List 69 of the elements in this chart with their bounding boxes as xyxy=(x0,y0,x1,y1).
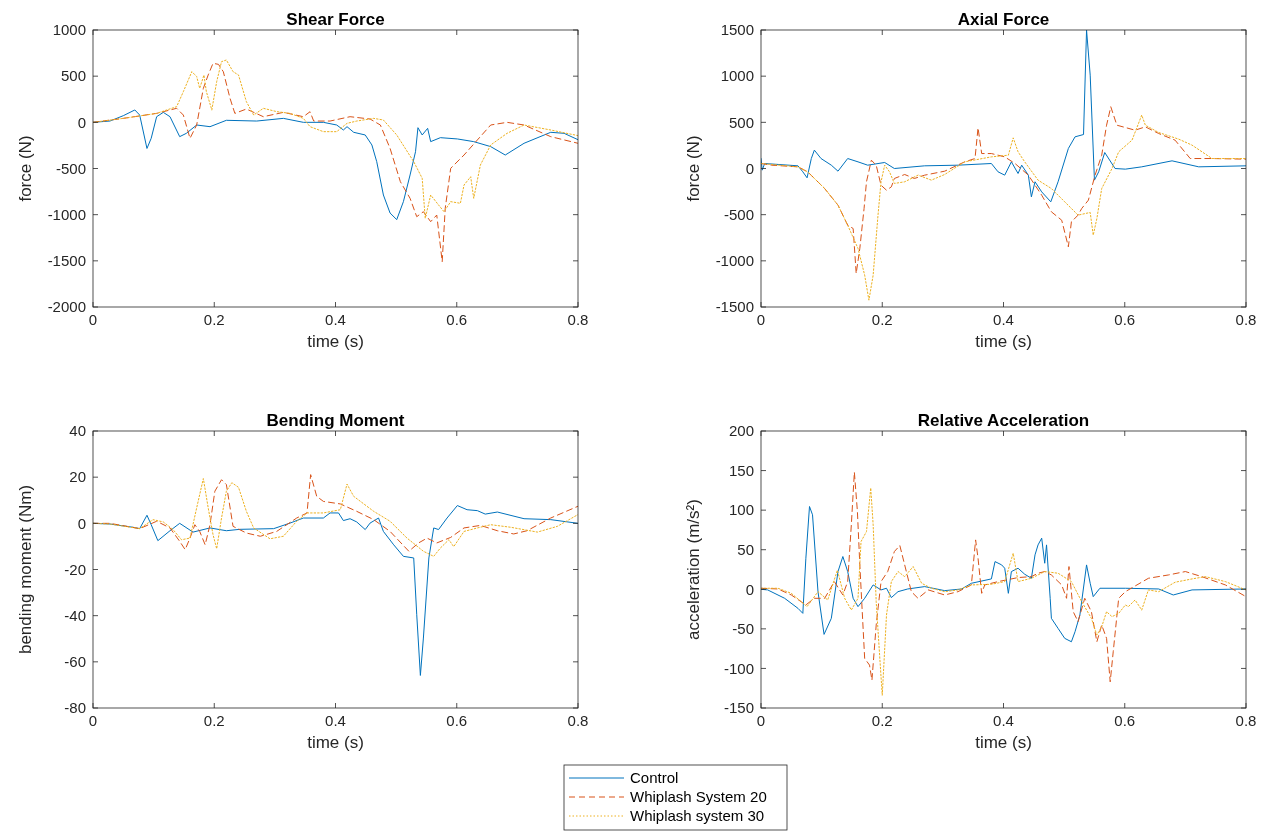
x-tick-label: 0.6 xyxy=(1114,712,1136,729)
chart-title: Axial Force xyxy=(957,10,1050,29)
y-tick-label: -500 xyxy=(55,159,86,177)
y-axis-title: acceleration (m/s²) xyxy=(684,499,703,640)
y-tick-label: 150 xyxy=(728,461,754,479)
x-axis-title: time (s) xyxy=(975,733,1032,752)
legend-label: Whiplash System 20 xyxy=(630,788,767,806)
y-tick-label: 0 xyxy=(77,514,86,532)
line-series xyxy=(761,30,1246,203)
line-series xyxy=(761,106,1246,274)
x-tick-label: 0.4 xyxy=(993,712,1014,729)
x-tick-label: 0.4 xyxy=(325,712,346,729)
x-axis-title: time (s) xyxy=(975,332,1032,351)
x-tick-label: 0.4 xyxy=(993,311,1014,328)
x-tick-label: 0.4 xyxy=(325,311,346,328)
y-tick-label: -500 xyxy=(723,205,754,223)
x-tick-label: 0.2 xyxy=(203,712,225,729)
line-series xyxy=(93,62,578,263)
y-tick-label: 0 xyxy=(745,159,754,177)
y-tick-label: -60 xyxy=(64,653,86,671)
legend-label: Whiplash system 30 xyxy=(630,807,765,825)
x-axis-title: time (s) xyxy=(307,733,364,752)
y-tick-label: 200 xyxy=(728,422,754,440)
legend-label: Control xyxy=(630,769,679,787)
x-tick-label: 0.6 xyxy=(1114,311,1136,328)
y-tick-label: -2000 xyxy=(47,298,86,316)
y-tick-label: -1500 xyxy=(715,298,754,316)
chart-title: Bending Moment xyxy=(266,411,405,430)
x-axis-title: time (s) xyxy=(307,332,364,351)
y-tick-label: 1500 xyxy=(720,21,754,39)
chart-title: Shear Force xyxy=(286,10,385,29)
x-tick-label: 0 xyxy=(88,712,98,729)
line-series xyxy=(93,59,578,219)
y-tick-label: -50 xyxy=(732,620,754,638)
x-tick-label: 0.8 xyxy=(1235,311,1257,328)
y-tick-label: -20 xyxy=(64,560,86,578)
x-tick-label: 0.6 xyxy=(446,712,468,729)
x-tick-label: 0.2 xyxy=(871,712,893,729)
x-tick-label: 0 xyxy=(756,712,766,729)
x-tick-label: 0 xyxy=(756,311,766,328)
y-tick-label: 1000 xyxy=(52,21,86,39)
y-tick-label: -1000 xyxy=(715,252,754,270)
y-tick-label: -150 xyxy=(723,699,754,717)
y-axis-title: bending moment (Nm) xyxy=(16,484,35,655)
y-tick-label: -1500 xyxy=(47,252,86,270)
y-tick-label: 500 xyxy=(728,113,754,131)
y-tick-label: -1000 xyxy=(47,205,86,223)
y-tick-label: -80 xyxy=(64,699,86,717)
y-tick-label: 1000 xyxy=(720,67,754,85)
y-tick-label: 0 xyxy=(77,113,86,131)
y-tick-label: 100 xyxy=(728,501,754,519)
x-tick-label: 0.6 xyxy=(446,311,468,328)
y-tick-label: -100 xyxy=(723,659,754,677)
y-tick-label: 20 xyxy=(69,468,86,486)
y-tick-label: 500 xyxy=(60,67,86,85)
line-series xyxy=(761,114,1246,301)
x-tick-label: 0.8 xyxy=(567,311,589,328)
y-tick-label: -40 xyxy=(64,606,86,624)
y-tick-label: 50 xyxy=(737,540,754,558)
x-tick-label: 0.8 xyxy=(567,712,589,729)
y-axis-title: force (N) xyxy=(684,135,703,202)
x-tick-label: 0.8 xyxy=(1235,712,1257,729)
y-tick-label: 0 xyxy=(745,580,754,598)
y-axis-title: force (N) xyxy=(16,135,35,202)
y-tick-label: 40 xyxy=(69,422,86,440)
x-tick-label: 0 xyxy=(88,311,98,328)
x-tick-label: 0.2 xyxy=(871,311,893,328)
chart-title: Relative Acceleration xyxy=(917,411,1090,430)
x-tick-label: 0.2 xyxy=(203,311,225,328)
